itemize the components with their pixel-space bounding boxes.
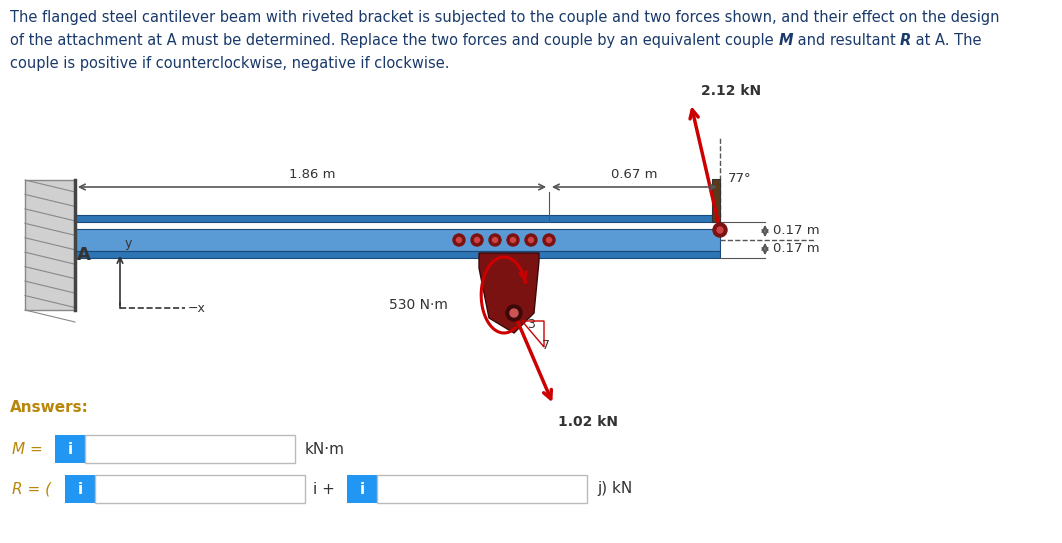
Text: 0.17 m: 0.17 m bbox=[773, 224, 820, 237]
Text: −x: −x bbox=[188, 301, 206, 314]
Text: R = (: R = ( bbox=[12, 482, 51, 496]
Circle shape bbox=[713, 223, 727, 237]
Bar bbox=[712, 179, 720, 222]
Bar bbox=[75, 215, 720, 222]
Bar bbox=[55, 435, 85, 463]
Circle shape bbox=[493, 237, 497, 243]
Text: y: y bbox=[125, 237, 133, 250]
Text: at A. The: at A. The bbox=[911, 33, 982, 48]
Text: 7: 7 bbox=[542, 339, 550, 352]
Text: M: M bbox=[778, 33, 792, 48]
Circle shape bbox=[543, 234, 555, 246]
Circle shape bbox=[547, 237, 551, 243]
Circle shape bbox=[511, 237, 515, 243]
Bar bbox=[65, 475, 95, 503]
Circle shape bbox=[507, 234, 519, 246]
Text: j) kN: j) kN bbox=[597, 482, 632, 496]
Bar bbox=[75, 229, 720, 251]
Text: of the attachment at A must be determined. Replace the two forces and couple by : of the attachment at A must be determine… bbox=[10, 33, 778, 48]
Circle shape bbox=[489, 234, 501, 246]
Text: 1.86 m: 1.86 m bbox=[289, 168, 336, 181]
Circle shape bbox=[717, 227, 723, 233]
Text: 2.12 kN: 2.12 kN bbox=[701, 84, 760, 98]
Circle shape bbox=[472, 234, 483, 246]
Circle shape bbox=[525, 234, 537, 246]
Text: 77°: 77° bbox=[727, 172, 752, 185]
Text: R: R bbox=[901, 33, 911, 48]
Text: couple is positive if counterclockwise, negative if clockwise.: couple is positive if counterclockwise, … bbox=[10, 56, 449, 71]
Text: i +: i + bbox=[313, 482, 335, 496]
Text: i: i bbox=[78, 482, 83, 496]
Text: 1.02 kN: 1.02 kN bbox=[559, 415, 618, 429]
Text: 3: 3 bbox=[527, 318, 535, 331]
Text: kN·m: kN·m bbox=[305, 441, 345, 457]
Text: and resultant: and resultant bbox=[792, 33, 901, 48]
Text: 530 N·m: 530 N·m bbox=[389, 298, 448, 312]
Text: i: i bbox=[68, 441, 72, 457]
Text: Answers:: Answers: bbox=[10, 400, 89, 415]
Text: i: i bbox=[359, 482, 364, 496]
Bar bbox=[75, 251, 720, 258]
Bar bbox=[85, 435, 295, 463]
Circle shape bbox=[529, 237, 533, 243]
Polygon shape bbox=[479, 253, 539, 333]
Text: A: A bbox=[78, 246, 91, 264]
Circle shape bbox=[457, 237, 462, 243]
Bar bbox=[347, 475, 377, 503]
Text: 0.67 m: 0.67 m bbox=[612, 168, 657, 181]
Circle shape bbox=[506, 305, 523, 321]
Bar bbox=[377, 475, 587, 503]
Bar bbox=[95, 475, 305, 503]
Text: The flanged steel cantilever beam with riveted bracket is subjected to the coupl: The flanged steel cantilever beam with r… bbox=[10, 10, 999, 25]
Bar bbox=[25, 180, 75, 310]
Text: 0.17 m: 0.17 m bbox=[773, 243, 820, 256]
Circle shape bbox=[510, 309, 518, 317]
Circle shape bbox=[475, 237, 480, 243]
Circle shape bbox=[453, 234, 465, 246]
Text: M =: M = bbox=[12, 441, 42, 457]
